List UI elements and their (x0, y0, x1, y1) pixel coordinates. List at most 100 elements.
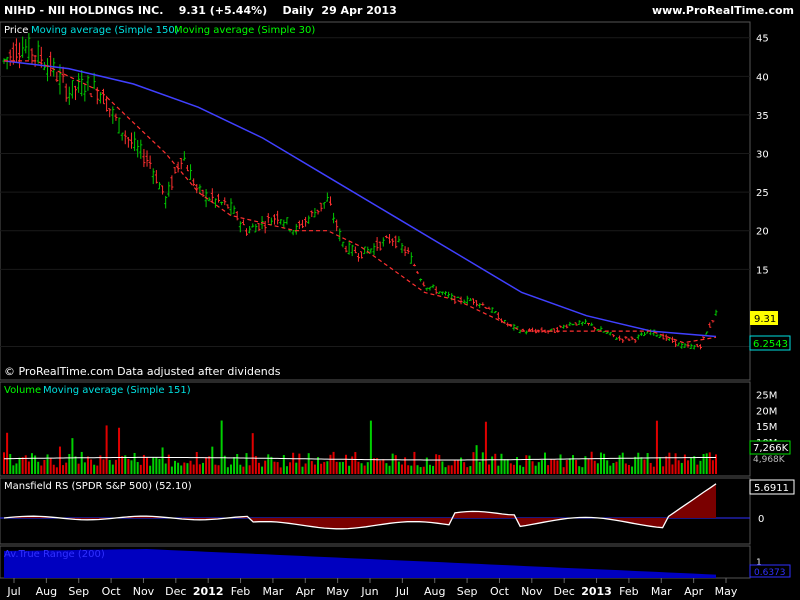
volume-bar (40, 465, 43, 474)
x-tick-label: Nov (521, 585, 543, 598)
volume-bar (24, 455, 27, 474)
volume-ma-label: 4,968K (753, 455, 786, 465)
volume-bar (543, 452, 546, 474)
volume-bar (236, 454, 239, 474)
volume-bar (164, 463, 167, 474)
volume-bar (609, 465, 612, 474)
volume-bar (105, 425, 108, 474)
volume-bar (102, 459, 105, 474)
volume-bar (3, 452, 5, 474)
volume-bar (96, 465, 99, 474)
volume-bar (587, 458, 590, 474)
volume-bar (565, 459, 568, 474)
volume-bar (525, 455, 528, 474)
volume-bar (547, 465, 550, 474)
volume-bar (708, 452, 711, 474)
volume-bar (6, 432, 9, 474)
volume-bar (198, 464, 201, 474)
period: Daily (282, 4, 314, 17)
volume-bar (372, 458, 375, 474)
volume-bar (615, 461, 618, 474)
volume-bar (320, 463, 323, 474)
price-y-tick: 30 (756, 150, 769, 161)
volume-bar (158, 458, 161, 474)
volume-bar (711, 460, 714, 474)
volume-bar (360, 463, 363, 474)
ma30-line (4, 60, 717, 344)
volume-bar (509, 463, 512, 474)
x-tick-label: Mar (263, 585, 284, 598)
volume-bar (671, 464, 674, 474)
volume-bar (180, 465, 183, 474)
volume-bar (385, 463, 388, 474)
volume-bar (307, 453, 310, 474)
x-tick-label: Dec (165, 585, 186, 598)
volume-bar (596, 463, 599, 474)
legend-atr: Av.True Range (200) (4, 549, 105, 560)
volume-bar (435, 454, 438, 474)
volume-bar (133, 452, 136, 474)
x-tick-label: Jul (6, 585, 20, 598)
volume-bar (447, 465, 450, 474)
symbol-title: NIHD - NII HOLDINGS INC. (4, 4, 164, 17)
site-link[interactable]: www.ProRealTime.com (651, 4, 794, 17)
last-price-box (750, 311, 778, 325)
x-tick-label: Nov (133, 585, 155, 598)
volume-bar (152, 457, 155, 474)
volume-bar (419, 467, 422, 474)
legend-price: Price (4, 25, 28, 36)
volume-bar (550, 459, 553, 474)
rs-line (3, 483, 717, 530)
volume-bar (702, 454, 705, 474)
volume-bar (407, 465, 410, 474)
volume-bar (99, 455, 102, 474)
volume-bar (640, 457, 643, 474)
volume-bar (484, 421, 487, 474)
volume-bar (217, 465, 220, 474)
volume-last-label: 7,266K (753, 443, 789, 454)
volume-bar (226, 467, 229, 474)
volume-bar (9, 454, 12, 474)
volume-bar (674, 453, 677, 474)
volume-bar (292, 452, 295, 474)
volume-bar (488, 464, 491, 474)
rs-last-box (749, 479, 795, 495)
volume-bar (276, 462, 279, 474)
volume-bar (21, 457, 24, 474)
x-tick-label: Jun (360, 585, 378, 598)
volume-bar (382, 459, 385, 474)
volume-bar (264, 460, 267, 474)
volume-bar (332, 451, 335, 474)
rs-panel: Mansfield RS (SPDR S&P 500) (52.10) 5.69… (0, 477, 795, 545)
volume-bar (696, 464, 699, 474)
volume-bar (220, 420, 223, 474)
volume-bar (687, 460, 690, 474)
volume-bar (603, 453, 606, 474)
volume-bar (254, 456, 257, 474)
volume-bar (491, 456, 494, 474)
volume-bar (111, 464, 114, 474)
x-tick-label: Mar (651, 585, 672, 598)
price-y-tick: 35 (756, 111, 769, 122)
volume-bar (177, 462, 180, 474)
volume-bar (460, 457, 463, 474)
last-price: 9.31 (+5.44%) (178, 4, 268, 17)
volume-bar (646, 453, 649, 474)
header-title-line: NIHD - NII HOLDINGS INC. 9.31 (+5.44%) D… (4, 4, 397, 17)
ma150-line (3, 60, 717, 338)
rs-fill (4, 483, 716, 529)
volume-bar (469, 466, 472, 474)
volume-bar (621, 452, 624, 474)
price-y-tick: 45 (756, 34, 769, 45)
volume-bar (540, 460, 543, 474)
volume-bar (298, 453, 301, 474)
volume-bar (438, 454, 441, 474)
volume-bar (637, 452, 640, 474)
volume-bar (506, 459, 509, 474)
volume-bar (74, 456, 77, 474)
volume-bar (627, 464, 630, 474)
volume-bar (699, 460, 702, 474)
volume-bar (71, 438, 74, 474)
volume-bar (62, 465, 65, 474)
volume-bar (317, 457, 320, 474)
